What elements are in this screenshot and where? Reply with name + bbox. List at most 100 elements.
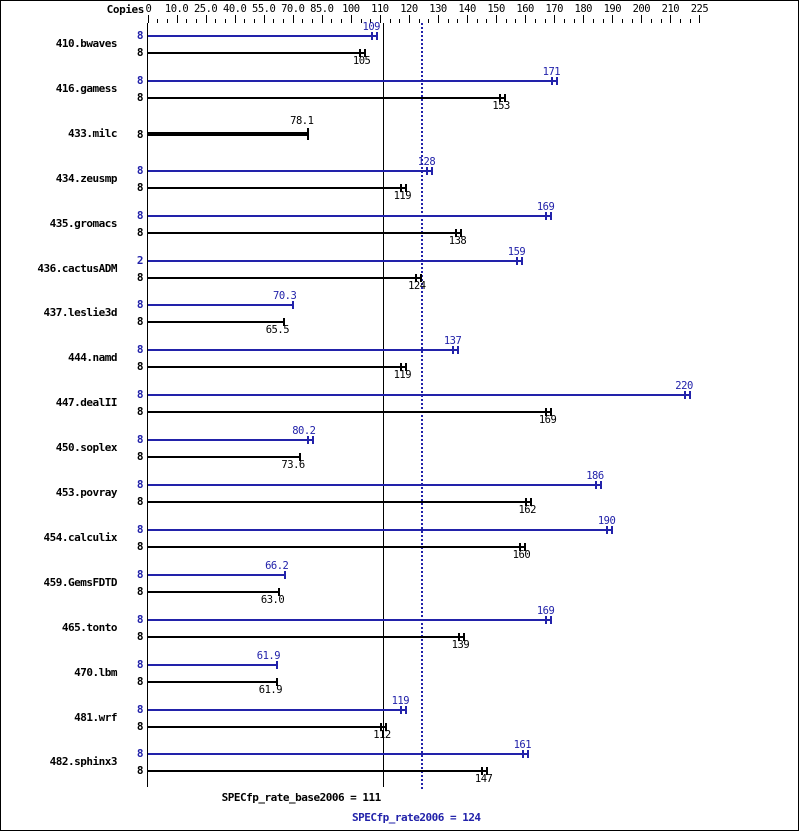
bar-cap-base-secondary — [481, 767, 484, 776]
axis-tick-label: 55.0 — [252, 3, 276, 15]
copies-value-base: 8 — [136, 180, 144, 194]
bar-cap-base-secondary — [498, 93, 501, 102]
bar-cap-peak — [311, 436, 314, 445]
axis-tick-label: 110 — [371, 3, 389, 15]
value-label-base: 153 — [492, 99, 510, 112]
benchmark-row: 435.gromacs 8 169 8 138 — [1, 200, 799, 248]
bar-cap-base — [298, 453, 301, 462]
bar-base — [148, 680, 278, 683]
bar-peak — [148, 573, 286, 576]
benchmark-name: 453.povray — [55, 486, 118, 499]
axis-tick-label: 85.0 — [310, 3, 334, 15]
axis-tick-minor — [166, 19, 168, 23]
value-label-peak: 109 — [362, 21, 381, 33]
axis-tick-minor — [186, 19, 188, 23]
value-label-peak: 169 — [536, 200, 555, 213]
axis-tick-major — [496, 15, 498, 23]
bar-cap-base-secondary — [458, 632, 461, 641]
benchmark-name: 434.zeusmp — [55, 171, 118, 185]
copies-value-base: 8 — [136, 127, 144, 141]
axis-tick-minor — [621, 19, 623, 23]
value-label-base: 147 — [474, 773, 493, 786]
axis-tick-major — [438, 15, 439, 23]
value-label-base: 160 — [512, 548, 531, 561]
value-label-peak: 161 — [513, 739, 532, 752]
benchmark-row: 453.povray 8 186 8 162 — [1, 470, 799, 517]
axis-tick-minor — [341, 19, 343, 23]
bar-cap-base-secondary — [414, 273, 417, 282]
axis-tick-major — [205, 15, 207, 23]
bar-cap-peak-secondary — [545, 211, 548, 220]
value-label-base: 78.1 — [290, 114, 314, 127]
benchmark-row: 482.sphinx3 8 161 8 147 — [1, 739, 799, 786]
axis-tick-label: 25.0 — [193, 3, 218, 15]
bar-cap-base-secondary — [545, 408, 548, 417]
axis-tick-minor — [534, 19, 536, 23]
axis-tick-label: 200 — [632, 3, 651, 15]
axis-tick-minor — [563, 19, 565, 23]
benchmark-row: 410.bwaves 8 109 8 105 — [1, 21, 799, 68]
bar-cap-base — [405, 363, 408, 372]
bar-cap-base — [419, 273, 422, 282]
value-label-base: 105 — [352, 55, 371, 67]
bar-cap-peak-secondary — [306, 436, 309, 445]
value-label-peak: 171 — [542, 65, 561, 78]
axis-tick-minor — [573, 19, 575, 23]
axis-tick-minor — [157, 19, 159, 23]
bar-cap-base — [278, 587, 281, 596]
axis-tick-label: 210 — [661, 3, 680, 15]
bar-base — [148, 770, 488, 773]
benchmark-name: 454.calculix — [43, 530, 118, 544]
bar-cap-base — [524, 542, 527, 551]
axis-tick-major — [263, 15, 265, 23]
bar-cap-peak — [405, 705, 408, 714]
benchmark-row: 433.milc 8 78.1 — [1, 113, 799, 158]
axis-tick-major — [408, 15, 410, 23]
bar-cap-peak — [375, 32, 378, 40]
benchmark-name: 416.gamess — [55, 81, 118, 95]
copies-value-peak: 8 — [136, 208, 144, 222]
value-label-base: 139 — [451, 638, 470, 651]
copies-value-peak: 8 — [136, 567, 144, 581]
axis-tick-minor — [331, 19, 333, 23]
bar-cap-base — [276, 677, 279, 686]
value-label-base: 65.5 — [265, 324, 290, 337]
bar-cap-base — [503, 93, 506, 102]
bar-cap-peak — [556, 76, 559, 85]
benchmark-name: 481.wrf — [74, 710, 117, 724]
bar-cap-base-secondary — [400, 183, 403, 192]
value-label-peak: 220 — [675, 380, 693, 393]
copies-value-peak: 8 — [136, 747, 144, 761]
bar-base — [148, 321, 285, 324]
axis-tick-minor — [515, 19, 517, 23]
axis-tick-minor — [215, 19, 217, 23]
bar-cap-base-secondary — [455, 228, 458, 237]
value-label-peak: 119 — [391, 694, 410, 707]
bar-cap-peak — [611, 525, 614, 534]
value-label-peak: 186 — [586, 470, 604, 482]
bar-cap-peak-secondary — [370, 32, 373, 40]
axis-tick-label: 180 — [574, 3, 593, 15]
axis-tick-label: 100 — [342, 3, 360, 15]
footer-peak-label: SPECfp_rate2006 = 124 — [351, 811, 481, 824]
bar-peak — [148, 663, 278, 666]
axis-tick-label: 190 — [603, 3, 622, 15]
bar-cap-peak — [276, 660, 279, 669]
bar-cap-peak — [284, 570, 287, 579]
axis-tick-major — [612, 15, 614, 23]
bar-base — [148, 276, 421, 279]
axis-tick-minor — [476, 19, 478, 23]
bar-cap-peak-secondary — [545, 615, 548, 624]
axis-tick-minor — [660, 19, 662, 23]
copies-value-base: 8 — [136, 719, 144, 733]
copies-value-peak: 8 — [136, 73, 144, 87]
axis-tick-minor — [254, 19, 256, 23]
bar-cap-peak — [521, 256, 524, 265]
benchmark-row: 434.zeusmp 8 128 8 119 — [1, 156, 799, 203]
bar-peak — [148, 169, 433, 172]
bar-peak — [148, 708, 407, 711]
bar-cap-base-secondary — [379, 722, 382, 731]
axis-tick-minor — [370, 19, 372, 23]
copies-value-base: 8 — [136, 225, 144, 239]
